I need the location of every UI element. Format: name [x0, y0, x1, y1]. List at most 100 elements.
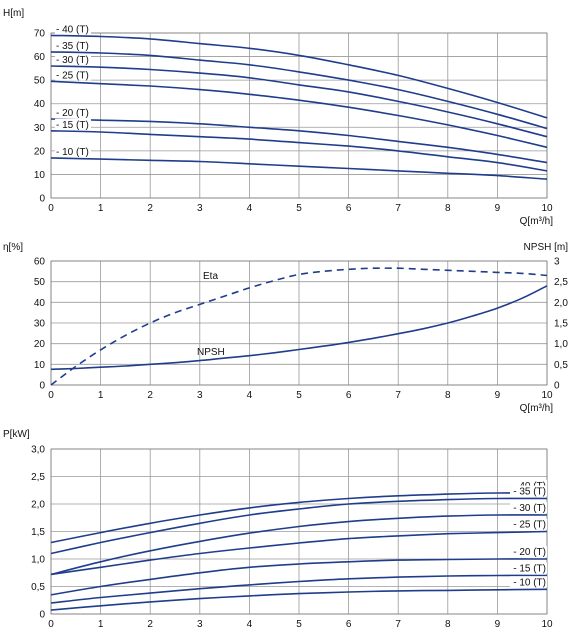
series-label-background — [55, 39, 91, 51]
y-right-tick-label: 1,0 — [554, 339, 568, 350]
x-tick-label: 1 — [98, 203, 104, 214]
series-label: - 25 (T) — [56, 70, 89, 81]
npsh-curve-line — [50, 285, 548, 371]
head-curve-line — [50, 157, 548, 180]
y-axis-title-right: NPSH [m] — [524, 242, 569, 253]
x-tick-label: 6 — [346, 619, 352, 630]
y-right-tick-label: 3 — [554, 257, 560, 268]
x-tick-label: 8 — [445, 619, 451, 630]
x-tick-label: 4 — [247, 619, 253, 630]
y-right-tick-label: 0,5 — [554, 360, 568, 371]
y-tick-label: 40 — [34, 99, 46, 110]
power-curve-line — [50, 514, 548, 576]
y-tick-label: 20 — [34, 339, 46, 350]
x-tick-label: 0 — [48, 619, 54, 630]
head-curve-line — [50, 80, 548, 149]
head-curve-line — [50, 118, 548, 164]
y-tick-label: 0 — [39, 381, 45, 392]
x-tick-label: 3 — [197, 203, 203, 214]
y-tick-label: 50 — [34, 277, 46, 288]
series-label: - 30 (T) — [513, 503, 546, 514]
power-curve-line — [50, 558, 548, 596]
x-tick-label: 5 — [296, 619, 302, 630]
y-tick-label: 30 — [34, 123, 46, 134]
y-right-tick-label: 1,5 — [554, 319, 568, 330]
series-label: - 30 (T) — [56, 55, 89, 66]
series-label-npsh: NPSH — [197, 347, 225, 358]
x-tick-label: 6 — [346, 390, 352, 401]
y-tick-label: 0 — [39, 610, 45, 621]
y-tick-label: 0,5 — [31, 582, 45, 593]
x-tick-label: 9 — [495, 390, 501, 401]
y-tick-label: 20 — [34, 146, 46, 157]
efficiency-curve-line — [50, 267, 548, 386]
series-label-eta: Eta — [203, 271, 218, 282]
series-label: - 35 (T) — [56, 41, 89, 52]
head-curve-line — [50, 65, 548, 138]
series-label: - 10 (T) — [56, 147, 89, 158]
y-tick-label: 10 — [34, 360, 46, 371]
x-tick-label: 10 — [541, 619, 553, 630]
x-tick-label: 3 — [197, 619, 203, 630]
plot-frame — [50, 32, 548, 199]
power-curve-line — [50, 574, 548, 604]
series-label: - 10 (T) — [513, 577, 546, 588]
y-tick-label: 3,0 — [31, 445, 45, 456]
y-axis-title: P[kW] — [3, 429, 30, 440]
series-label: - 15 (T) — [513, 564, 546, 575]
y-right-tick-label: 0 — [554, 381, 560, 392]
x-tick-label: 8 — [445, 390, 451, 401]
series-label-background — [510, 485, 547, 497]
y-tick-label: 10 — [34, 170, 46, 181]
series-label: - 20 (T) — [513, 547, 546, 558]
power-curve-line — [50, 588, 548, 611]
head-curve-line — [50, 130, 548, 172]
head-curve-line — [50, 51, 548, 130]
series-label-background — [55, 69, 91, 81]
y-tick-label: 0 — [39, 194, 45, 205]
x-tick-label: 8 — [445, 203, 451, 214]
y-tick-label: 70 — [34, 29, 46, 40]
x-tick-label: 2 — [147, 619, 153, 630]
x-tick-label: 7 — [395, 203, 401, 214]
series-label-background — [510, 562, 547, 574]
plot-frame — [50, 260, 548, 386]
x-tick-label: 0 — [48, 203, 54, 214]
x-tick-label: 1 — [98, 619, 104, 630]
series-label-background — [55, 54, 91, 65]
x-tick-label: 7 — [395, 390, 401, 401]
y-tick-label: 1,5 — [31, 527, 45, 538]
y-tick-label: 60 — [34, 52, 46, 63]
series-label: - 15 (T) — [56, 120, 89, 131]
x-axis-title: Q[m³/h] — [520, 403, 554, 414]
series-label-background — [510, 502, 547, 513]
y-tick-label: 50 — [34, 76, 46, 87]
x-tick-label: 5 — [296, 203, 302, 214]
power-curve-line — [50, 497, 548, 555]
x-tick-label: 2 — [147, 203, 153, 214]
y-tick-label: 1,0 — [31, 555, 45, 566]
series-label-background — [510, 518, 547, 530]
x-tick-label: 2 — [147, 390, 153, 401]
x-tick-label: 7 — [395, 619, 401, 630]
series-label-background — [55, 107, 91, 119]
series-label: - 20 (T) — [56, 108, 89, 119]
power-curve-line — [50, 530, 548, 576]
head-curve-line — [50, 34, 548, 119]
efficiency-npsh-chart: 0 1 2 3 4 5 6 7 8 9 10010203040506000,51,01,52,02,… — [3, 242, 568, 414]
y-tick-label: 40 — [34, 298, 46, 309]
series-label: - 35 (T) — [513, 487, 546, 498]
y-right-tick-label: 2,5 — [554, 277, 568, 288]
series-label-background — [55, 23, 91, 35]
y-tick-label: 2,0 — [31, 500, 45, 511]
x-tick-label: 9 — [495, 203, 501, 214]
series-label: - 25 (T) — [513, 520, 546, 531]
x-tick-label: 0 — [48, 390, 54, 401]
y-tick-label: 2,5 — [31, 472, 45, 483]
x-tick-label: 3 — [197, 390, 203, 401]
y-tick-label: 30 — [34, 319, 46, 330]
series-label: - 40 (T) — [56, 24, 89, 35]
y-right-tick-label: 2,0 — [554, 298, 568, 309]
